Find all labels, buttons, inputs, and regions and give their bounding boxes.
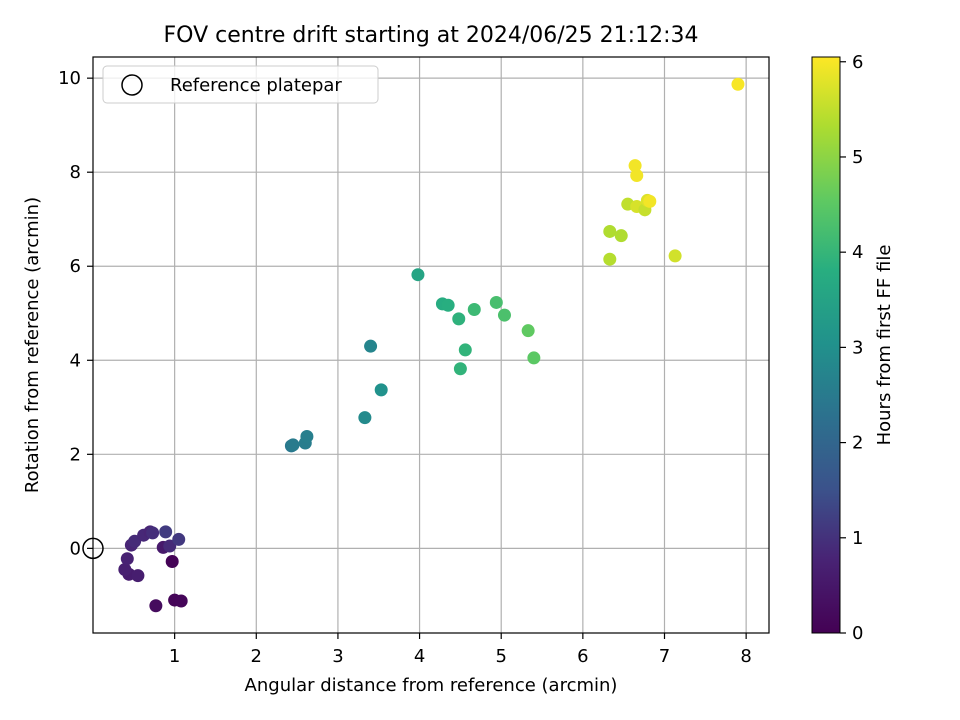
colorbar: 0 1 2 3 4 5 6 Hours from first FF file <box>811 52 895 644</box>
data-point <box>286 438 300 452</box>
colorbar-tick-label: 5 <box>852 147 863 168</box>
colorbar-ticks: 0 1 2 3 4 5 6 <box>840 52 863 644</box>
colorbar-tick-label: 1 <box>852 528 863 549</box>
data-point <box>374 383 388 397</box>
data-point <box>453 362 467 376</box>
data-point <box>628 159 642 173</box>
data-point <box>497 308 511 322</box>
data-point <box>120 552 134 566</box>
x-tick-label: 8 <box>740 646 751 667</box>
legend-box <box>102 65 379 104</box>
data-point <box>159 525 173 539</box>
x-axis-label: Angular distance from reference (arcmin) <box>245 675 618 696</box>
data-point <box>146 526 160 540</box>
y-axis-ticks: 0 2 4 6 8 10 <box>58 68 93 559</box>
data-point <box>452 312 466 326</box>
x-tick-label: 1 <box>169 646 180 667</box>
data-point <box>521 324 535 338</box>
colorbar-tick-label: 2 <box>852 433 863 454</box>
data-point <box>118 563 132 577</box>
x-tick-label: 2 <box>251 646 262 667</box>
data-point <box>489 295 503 309</box>
y-tick-label: 8 <box>70 162 81 183</box>
y-tick-label: 0 <box>70 538 81 559</box>
y-tick-label: 2 <box>70 444 81 465</box>
data-point <box>668 249 682 263</box>
x-tick-label: 3 <box>332 646 343 667</box>
data-point <box>174 594 188 608</box>
data-point <box>172 532 186 546</box>
y-tick-label: 4 <box>70 350 81 371</box>
data-point <box>603 224 617 238</box>
colorbar-label: Hours from first FF file <box>874 245 895 446</box>
data-point <box>300 429 314 443</box>
data-point <box>149 599 163 613</box>
x-tick-label: 5 <box>495 646 506 667</box>
data-point <box>358 411 372 425</box>
colorbar-tick-label: 3 <box>852 337 863 358</box>
y-axis-label: Rotation from reference (arcmin) <box>22 197 43 493</box>
data-point <box>614 229 628 243</box>
x-tick-label: 7 <box>659 646 670 667</box>
legend: Reference platepar <box>102 65 379 104</box>
y-tick-label: 10 <box>58 68 81 89</box>
legend-marker-reference <box>121 74 143 96</box>
data-point <box>527 351 541 365</box>
data-point <box>458 343 472 357</box>
data-point <box>131 569 145 583</box>
data-point <box>630 168 644 182</box>
y-tick-label: 6 <box>70 256 81 277</box>
scatter-points <box>82 77 745 613</box>
colorbar-tick-label: 0 <box>852 623 863 644</box>
colorbar-tick-label: 6 <box>852 52 863 73</box>
chart-title: FOV centre drift starting at 2024/06/25 … <box>164 23 699 48</box>
data-point <box>603 252 617 266</box>
plot-area-frame <box>92 56 770 634</box>
x-axis-ticks: 1 2 3 4 5 6 7 8 <box>169 633 752 667</box>
colorbar-gradient <box>811 56 841 634</box>
grid-lines <box>93 57 769 633</box>
data-point <box>441 298 455 312</box>
data-point <box>731 77 745 91</box>
x-tick-label: 6 <box>577 646 588 667</box>
legend-label-reference: Reference platepar <box>170 75 342 96</box>
colorbar-tick-label: 4 <box>852 242 863 263</box>
x-tick-label: 4 <box>414 646 425 667</box>
data-point <box>165 555 179 569</box>
data-point <box>643 194 657 208</box>
data-point <box>467 302 481 316</box>
data-point <box>364 339 378 353</box>
data-point <box>163 539 177 553</box>
data-point <box>411 268 425 282</box>
